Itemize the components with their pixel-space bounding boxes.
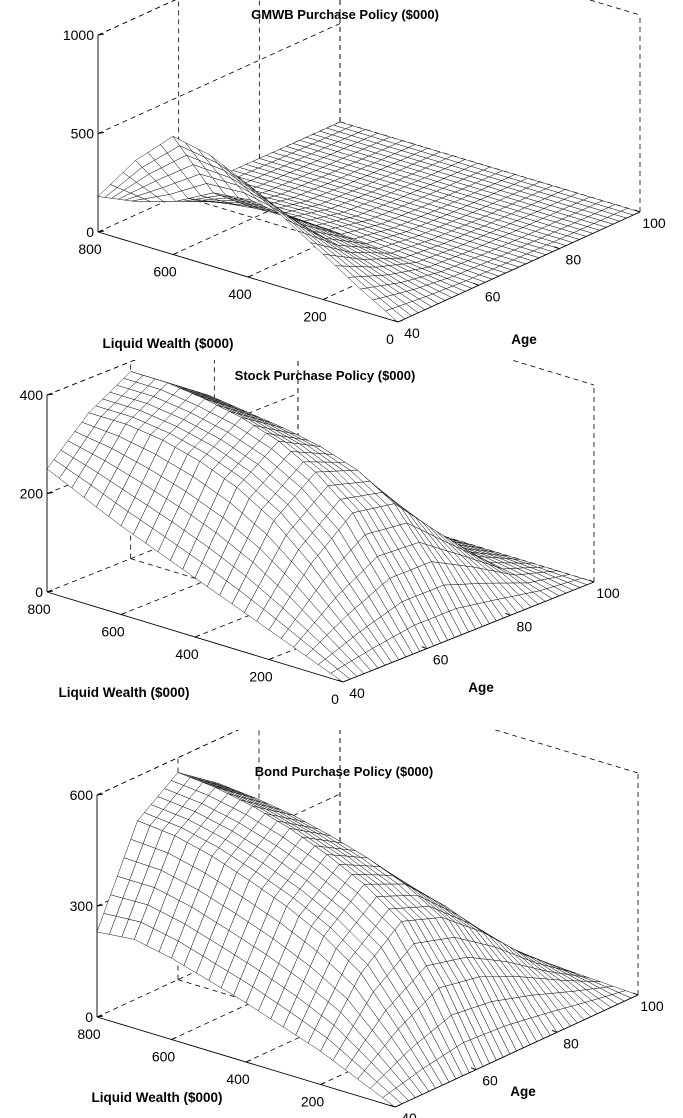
x-tick-label: 800: [27, 601, 51, 617]
chart-title: Bond Purchase Policy ($000): [255, 764, 433, 779]
x-tick-mark: [268, 657, 275, 660]
x-tick-label: 800: [78, 241, 102, 257]
y-tick-label: 40: [349, 685, 365, 701]
y-tick-label: 100: [642, 215, 666, 231]
y-tick-label: 100: [640, 998, 664, 1014]
bond-surface-plot: Bond Purchase Policy ($000)0300600800600…: [70, 730, 664, 1118]
x-tick-label: 600: [101, 624, 125, 640]
x-tick-label: 400: [226, 1071, 250, 1087]
x-tick-label: 0: [383, 1116, 391, 1118]
bond-purchase-policy-chart: Bond Purchase Policy ($000) 0 300 600 800 600…: [0, 730, 683, 1118]
x-tick-mark: [245, 1059, 252, 1063]
z-tick-label: 0: [35, 584, 43, 600]
stock-surface-plot: Stock Purchase Policy ($000)020040080060…: [20, 360, 620, 707]
surface-mesh: [46, 371, 595, 683]
x-tick-mark: [247, 274, 254, 278]
chart-title: Stock Purchase Policy ($000): [235, 368, 416, 383]
y-axis-label: Age: [468, 680, 494, 695]
x-tick-mark: [97, 229, 104, 233]
y-tick-mark: [421, 646, 427, 650]
grid-line: [97, 23, 341, 134]
y-tick-label: 100: [596, 585, 620, 601]
x-tick-mark: [194, 634, 201, 638]
x-tick-label: 0: [331, 691, 339, 707]
x-tick-mark: [322, 297, 329, 300]
y-tick-mark: [551, 1029, 558, 1033]
y-tick-label: 80: [566, 252, 582, 268]
y-tick-label: 80: [563, 1035, 579, 1051]
z-tick-label: 200: [20, 486, 44, 502]
z-tick-label: 500: [71, 126, 95, 142]
x-tick-mark: [172, 252, 179, 255]
x-tick-mark: [120, 612, 127, 615]
y-tick-mark: [337, 679, 344, 683]
x-tick-mark: [397, 319, 404, 323]
gmwb-surface-plot: GMWB Purchase Policy ($000)0500100080060…: [63, 0, 666, 351]
x-tick-label: 600: [153, 264, 177, 280]
x-tick-label: 200: [303, 309, 327, 325]
x-tick-mark: [46, 589, 53, 593]
chart-title: GMWB Purchase Policy ($000): [251, 7, 439, 22]
y-axis-label: Age: [510, 1084, 536, 1099]
z-tick-label: 1000: [63, 27, 94, 43]
y-tick-mark: [554, 246, 560, 250]
z-tick-mark: [46, 492, 54, 494]
gmwb-purchase-policy-chart: GMWB Purchase Policy ($000) 0 500 1000 800 60…: [0, 0, 683, 360]
z-tick-mark: [96, 904, 104, 907]
x-tick-label: 400: [175, 646, 199, 662]
y-tick-mark: [470, 1067, 477, 1071]
axes: 0 200 400 800 600 400 200 0 40 60 80 100: [20, 387, 620, 707]
x-tick-label: 600: [152, 1049, 176, 1065]
y-tick-label: 60: [433, 652, 449, 668]
y-tick-mark: [632, 992, 639, 996]
y-axis-line: [394, 994, 639, 1108]
z-tick-label: 0: [86, 224, 94, 240]
x-axis-label: Liquid Wealth ($000): [102, 336, 233, 351]
z-tick-label: 600: [70, 787, 94, 803]
y-tick-mark: [392, 319, 399, 323]
y-tick-mark: [389, 1104, 396, 1108]
y-tick-mark: [634, 209, 641, 213]
y-tick-label: 40: [404, 325, 420, 341]
grid-line: [46, 360, 136, 396]
y-axis-line: [342, 581, 595, 683]
axes: 0 500 1000 800 600 400 200 0 40 60 80 100: [63, 27, 666, 347]
x-tick-label: 800: [77, 1026, 101, 1042]
z-tick-label: 400: [20, 387, 44, 403]
x-tick-mark: [394, 1104, 401, 1108]
z-tick-label: 0: [85, 1009, 93, 1025]
x-tick-mark: [320, 1082, 326, 1085]
x-tick-mark: [96, 1014, 103, 1018]
x-tick-label: 200: [249, 669, 273, 685]
surface-mesh: [96, 772, 639, 1108]
axes: 0 300 600 800 600 400 200 0 40 60 80 100: [70, 787, 664, 1118]
x-tick-label: 0: [386, 331, 394, 347]
stock-purchase-policy-chart: Stock Purchase Policy ($000) 0 200 400 800 60…: [0, 360, 683, 730]
y-axis-line: [397, 211, 641, 323]
y-tick-mark: [473, 282, 479, 286]
y-tick-mark: [588, 579, 595, 583]
x-tick-label: 200: [301, 1094, 325, 1110]
x-axis-label: Liquid Wealth ($000): [58, 685, 189, 700]
surface-mesh: [97, 121, 641, 323]
y-tick-label: 60: [485, 288, 501, 304]
y-tick-mark: [505, 612, 511, 616]
z-tick-mark: [96, 793, 104, 796]
x-tick-label: 400: [228, 286, 252, 302]
y-tick-label: 80: [517, 618, 533, 634]
y-tick-label: 40: [401, 1110, 417, 1118]
x-tick-mark: [342, 679, 349, 683]
x-axis-label: Liquid Wealth ($000): [91, 1090, 222, 1105]
y-axis-label: Age: [511, 332, 537, 347]
z-tick-mark: [46, 393, 54, 396]
z-tick-label: 300: [70, 898, 94, 914]
y-tick-label: 60: [482, 1073, 498, 1089]
x-tick-mark: [171, 1037, 177, 1040]
z-tick-mark: [97, 33, 105, 36]
z-tick-mark: [97, 132, 105, 134]
